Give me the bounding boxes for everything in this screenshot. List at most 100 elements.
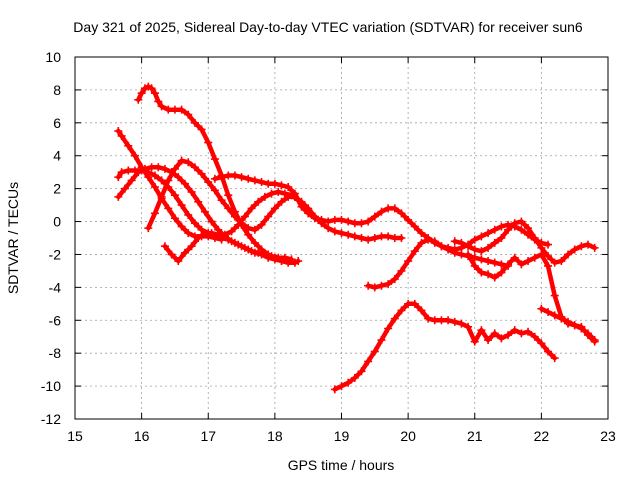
- data-point: [497, 268, 506, 277]
- data-point: [270, 179, 279, 188]
- data-point: [164, 176, 173, 185]
- data-point: [177, 222, 186, 231]
- data-point: [357, 367, 366, 376]
- data-point: [404, 257, 413, 266]
- data-point: [210, 155, 219, 164]
- data-point: [207, 229, 216, 238]
- x-tick-label: 20: [400, 428, 416, 444]
- data-point: [164, 204, 173, 213]
- data-point: [544, 240, 553, 249]
- data-point: [544, 347, 553, 356]
- data-point: [134, 168, 143, 177]
- data-point: [277, 197, 286, 206]
- data-point: [517, 260, 526, 269]
- data-point: [577, 242, 586, 251]
- data-point: [477, 247, 486, 256]
- data-point: [364, 235, 373, 244]
- data-point: [344, 378, 353, 387]
- data-point: [170, 191, 179, 200]
- data-point: [444, 316, 453, 325]
- x-tick-label: 18: [267, 428, 283, 444]
- data-point: [490, 273, 499, 282]
- data-point: [167, 250, 176, 259]
- data-point: [470, 261, 479, 270]
- data-point: [230, 171, 239, 180]
- data-point: [570, 321, 579, 330]
- data-point: [157, 102, 166, 111]
- data-point: [484, 257, 493, 266]
- data-point: [470, 337, 479, 346]
- data-point: [244, 174, 253, 183]
- y-tick-label: 10: [45, 49, 61, 65]
- data-point: [570, 245, 579, 254]
- y-tick-label: -12: [41, 411, 61, 427]
- data-point: [537, 304, 546, 313]
- data-point: [277, 181, 286, 190]
- series-line: [162, 189, 321, 264]
- data-point: [114, 127, 123, 136]
- data-point: [274, 187, 283, 196]
- data-point: [257, 178, 266, 187]
- data-point: [170, 164, 179, 173]
- data-point: [410, 299, 419, 308]
- data-point: [147, 84, 156, 93]
- data-point: [234, 240, 243, 249]
- data-point: [424, 314, 433, 323]
- data-point: [280, 253, 289, 262]
- data-point: [260, 250, 269, 259]
- data-point: [160, 242, 169, 251]
- data-point: [337, 229, 346, 238]
- y-tick-label: 6: [53, 115, 61, 131]
- data-point: [317, 215, 326, 224]
- data-point: [174, 257, 183, 266]
- series-track-l: [537, 304, 599, 345]
- data-point: [270, 204, 279, 213]
- data-point: [180, 248, 189, 257]
- data-point: [217, 173, 226, 182]
- data-point: [177, 201, 186, 210]
- data-point: [524, 224, 533, 233]
- data-point: [450, 245, 459, 254]
- y-tick-label: -6: [49, 312, 62, 328]
- data-point: [290, 189, 299, 198]
- data-point: [180, 179, 189, 188]
- data-point: [497, 222, 506, 231]
- data-point: [220, 230, 229, 239]
- x-tick-label: 16: [134, 428, 150, 444]
- data-point: [237, 173, 246, 182]
- series-track-j: [450, 217, 599, 267]
- data-point: [457, 319, 466, 328]
- data-point: [584, 240, 593, 249]
- data-point: [457, 238, 466, 247]
- data-point: [417, 229, 426, 238]
- data-point: [184, 229, 193, 238]
- data-point: [450, 317, 459, 326]
- data-point: [550, 311, 559, 320]
- data-point: [260, 192, 269, 201]
- x-axis-label: GPS time / hours: [288, 457, 395, 473]
- data-point: [397, 306, 406, 315]
- data-point: [227, 237, 236, 246]
- data-point: [564, 317, 573, 326]
- data-point: [254, 248, 263, 257]
- series-line: [452, 219, 597, 265]
- data-point: [240, 243, 249, 252]
- data-point: [384, 324, 393, 333]
- data-point: [117, 168, 126, 177]
- data-point: [184, 210, 193, 219]
- data-point: [267, 252, 276, 261]
- data-point: [177, 156, 186, 165]
- data-point: [397, 234, 406, 242]
- data-point: [450, 237, 459, 246]
- data-point: [390, 275, 399, 284]
- data-point: [184, 110, 193, 119]
- data-point: [250, 238, 259, 247]
- series-layer: [114, 82, 599, 394]
- data-point: [190, 219, 199, 228]
- data-point: [114, 173, 123, 182]
- x-tick-labels: 15 16 17 18 19 20 21 22 23: [67, 428, 616, 444]
- data-point: [224, 191, 233, 200]
- y-tick-label: 0: [53, 214, 61, 230]
- data-point: [230, 212, 239, 221]
